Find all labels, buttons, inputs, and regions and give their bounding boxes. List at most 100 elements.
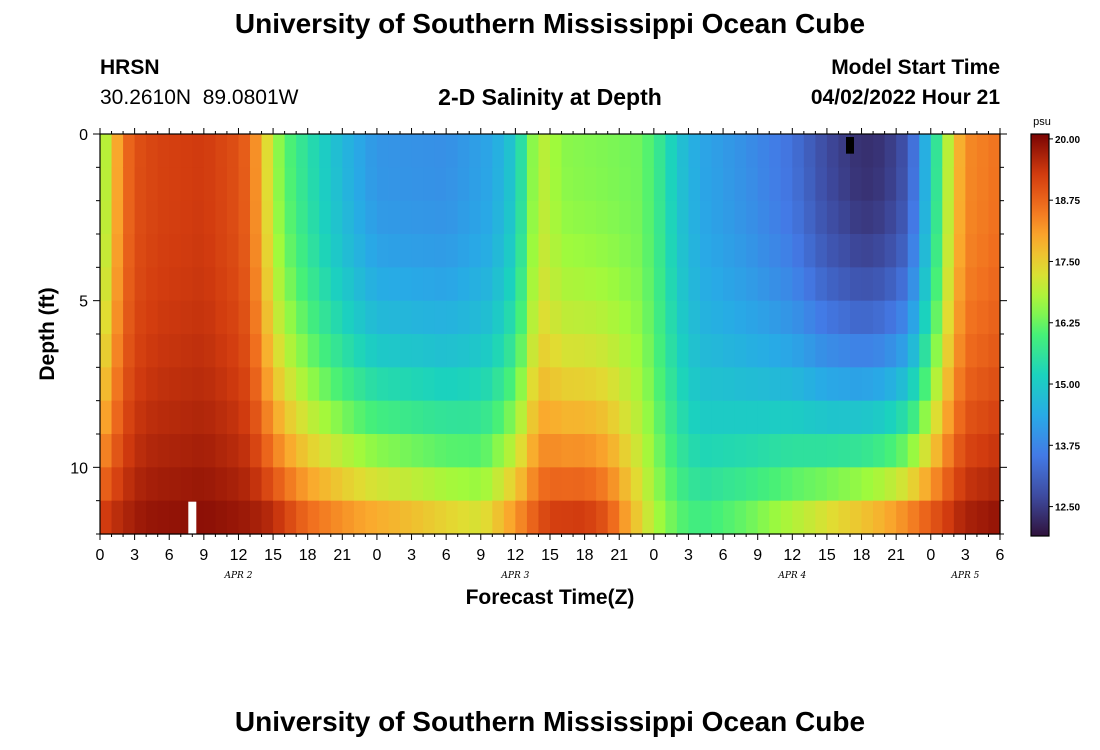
heatmap-cell	[584, 267, 597, 302]
heatmap-cell	[630, 234, 643, 268]
heatmap-cell	[376, 367, 390, 402]
heatmap-cell	[376, 200, 390, 235]
heatmap-cell	[907, 467, 920, 502]
heatmap-cell	[423, 267, 436, 302]
heatmap-cell	[192, 167, 205, 202]
heatmap-cell	[342, 234, 355, 268]
heatmap-cell	[388, 400, 401, 435]
heatmap-cell	[423, 134, 436, 168]
heatmap-cell	[411, 300, 424, 335]
heatmap-cell	[584, 234, 597, 268]
heatmap-cell	[446, 500, 459, 535]
heatmap-cell	[284, 500, 297, 535]
heatmap-cell	[861, 400, 874, 435]
heatmap-cell	[688, 167, 701, 202]
heatmap-cell	[538, 200, 551, 235]
heatmap-cell	[884, 234, 897, 268]
heatmap-cell	[134, 134, 147, 168]
heatmap-cell	[250, 200, 263, 235]
heatmap-cell	[515, 367, 528, 402]
heatmap-cell	[261, 334, 274, 368]
heatmap-cell	[111, 434, 124, 468]
day-label: APR 3	[500, 571, 529, 581]
heatmap-cell	[653, 200, 666, 235]
heatmap-cell	[953, 300, 966, 335]
heatmap-cell	[746, 300, 759, 335]
heatmap-cell	[746, 400, 759, 435]
heatmap-cell	[757, 200, 770, 235]
heatmap-cell	[457, 400, 470, 435]
heatmap-cell	[238, 367, 251, 402]
heatmap-cell	[100, 400, 113, 435]
heatmap-cell	[273, 134, 286, 168]
heatmap-cell	[250, 134, 263, 168]
heatmap-cell	[815, 400, 828, 435]
heatmap-cell	[873, 167, 886, 202]
heatmap-cell	[469, 267, 482, 302]
heatmap-cell	[538, 300, 551, 335]
heatmap-cell	[988, 200, 1001, 235]
heatmap-cell	[873, 200, 886, 235]
heatmap-cell	[134, 434, 147, 468]
heatmap-cell	[400, 500, 413, 535]
heatmap-cell	[446, 234, 459, 268]
heatmap-cell	[123, 134, 136, 168]
heatmap-cell	[526, 500, 540, 535]
heatmap-cell	[723, 334, 736, 368]
heatmap-cell	[388, 200, 401, 235]
heatmap-cell	[884, 300, 897, 335]
x-tick-label: 3	[961, 547, 970, 564]
heatmap-cell	[157, 300, 170, 335]
heatmap-cell	[146, 467, 159, 502]
heatmap-cell	[757, 434, 770, 468]
heatmap-cell	[319, 467, 332, 502]
heatmap-cell	[896, 467, 909, 502]
heatmap-cell	[942, 300, 955, 335]
heatmap-cell	[376, 167, 390, 202]
heatmap-cell	[850, 400, 863, 435]
heatmap-cell	[688, 467, 701, 502]
heatmap-cell	[273, 167, 286, 202]
heatmap-cells	[100, 134, 1001, 535]
heatmap-cell	[700, 400, 713, 435]
heatmap-cell	[480, 367, 493, 402]
heatmap-cell	[319, 400, 332, 435]
heatmap-cell	[342, 300, 355, 335]
heatmap-cell	[873, 400, 886, 435]
heatmap-cell	[907, 334, 920, 368]
heatmap-cell	[446, 167, 459, 202]
x-tick-label: 6	[719, 547, 728, 564]
heatmap-cell	[884, 200, 897, 235]
heatmap-cell	[423, 434, 436, 468]
colorbar-tick-label: 17.50	[1055, 257, 1080, 268]
heatmap-cell	[619, 500, 632, 535]
heatmap-cell	[296, 367, 309, 402]
heatmap-cell	[492, 400, 505, 435]
heatmap-cell	[700, 300, 713, 335]
heatmap-cell	[423, 467, 436, 502]
heatmap-cell	[434, 400, 447, 435]
surface-minimum-marker	[846, 137, 854, 154]
heatmap-cell	[688, 234, 701, 268]
heatmap-cell	[388, 267, 401, 302]
heatmap-cell	[700, 467, 713, 502]
station-id: HRSN	[100, 56, 160, 79]
heatmap-cell	[261, 234, 274, 268]
heatmap-cell	[723, 167, 736, 202]
heatmap-cell	[550, 134, 563, 168]
heatmap-cell	[584, 467, 597, 502]
heatmap-cell	[469, 367, 482, 402]
heatmap-cell	[826, 500, 840, 535]
day-label: APR 2	[224, 571, 253, 581]
heatmap-cell	[907, 367, 920, 402]
heatmap-cell	[619, 400, 632, 435]
heatmap-cell	[561, 134, 574, 168]
heatmap-cell	[723, 234, 736, 268]
heatmap-cell	[907, 500, 920, 535]
heatmap-cell	[665, 234, 678, 268]
heatmap-cell	[319, 334, 332, 368]
heatmap-cell	[134, 334, 147, 368]
heatmap-cell	[192, 234, 205, 268]
heatmap-cell	[169, 434, 182, 468]
heatmap-cell	[480, 200, 493, 235]
